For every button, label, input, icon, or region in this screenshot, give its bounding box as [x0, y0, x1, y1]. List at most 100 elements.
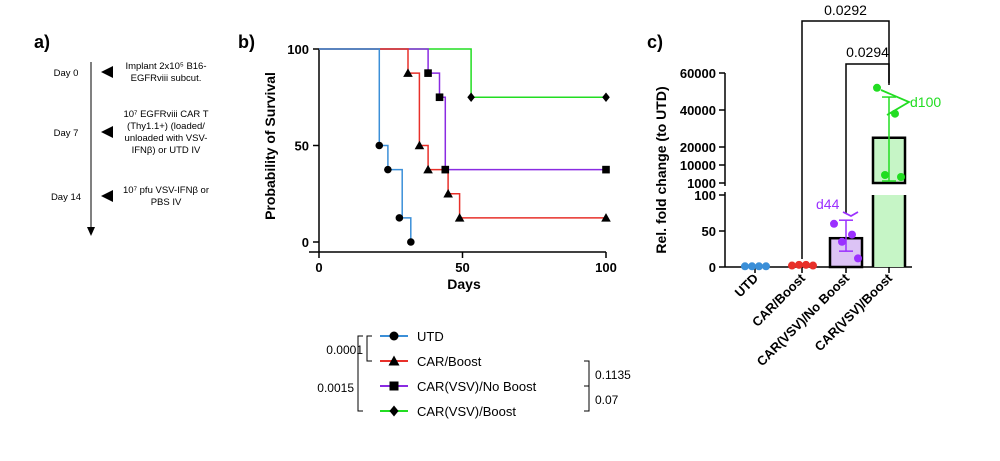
survival-y-tick-label: 50 [295, 139, 309, 154]
legend-marker [388, 355, 400, 366]
fold-change-data-point [788, 261, 796, 270]
survival-y-tick-label: 100 [287, 42, 309, 57]
survival-series-line [319, 48, 412, 242]
survival-series-marker [467, 92, 475, 103]
fold-change-data-point [848, 230, 856, 239]
panel-label-c: c) [647, 32, 663, 52]
panel-label-b: b) [238, 32, 255, 52]
legend-comparison-bracket [584, 360, 590, 387]
day-annotation: d44 [816, 196, 840, 212]
fold-change-tick-label: 100 [694, 188, 716, 203]
legend-entry: CAR(VSV)/No Boost [417, 379, 537, 394]
fold-change-y-label: Rel. fold change (to UTD) [653, 86, 669, 253]
fold-change-data-point [795, 260, 803, 269]
fold-change-category-label: UTD [732, 271, 761, 300]
legend-comparison-bracket [357, 335, 363, 412]
timeline-event-text: (Thy1.1+) (loaded/ [127, 121, 205, 132]
fold-change-bar [873, 195, 905, 267]
legend-marker [389, 331, 399, 341]
legend-comparison-bracket [366, 335, 372, 362]
significance-p-value: 0.0294 [846, 44, 889, 60]
fold-change-bar-edge [871, 195, 907, 267]
fold-change-data-point [809, 261, 817, 270]
significance-bracket [845, 63, 890, 213]
significance-p-value: 0.0292 [824, 2, 867, 18]
timeline-event-text: 10⁷ EGFRviii CAR T [123, 109, 208, 120]
fold-change-tick-label: 0 [709, 260, 716, 275]
survival-x-label: Days [447, 276, 481, 292]
survival-chart: Probability of Survival Days 0 50 100 0 50 10… [262, 42, 631, 419]
legend-entry: CAR(VSV)/Boost [417, 404, 516, 419]
survival-series-marker [601, 213, 611, 222]
survival-series-line [319, 48, 606, 99]
legend-entry: UTD [417, 329, 444, 344]
timeline-day-label: Day 0 [54, 68, 79, 79]
fold-change-tick-label: 50 [702, 224, 716, 239]
legend-p-value: 0.07 [595, 393, 619, 407]
fold-change-data-point [741, 262, 749, 271]
survival-series-marker [375, 141, 384, 150]
day-annotation-leader [880, 89, 911, 116]
fold-change-data-point [854, 254, 862, 263]
survival-series-line [319, 48, 606, 171]
legend-entry: CAR/Boost [417, 354, 482, 369]
legend-marker [389, 405, 399, 417]
survival-series-marker [454, 213, 465, 222]
timeline-event-text: IFNβ) or UTD IV [132, 145, 201, 156]
fold-change-tick-label: 1000 [687, 176, 716, 191]
fold-change-tick-label: 20000 [680, 140, 716, 155]
timeline-event-text: Implant 2x10⁵ B16- [125, 61, 206, 72]
survival-series-marker [441, 165, 450, 174]
panel-label-a: a) [34, 32, 50, 52]
survival-series-marker [407, 238, 415, 246]
fold-change-data-point [881, 171, 889, 179]
survival-y-label: Probability of Survival [262, 72, 278, 220]
significance-bracket [801, 20, 890, 259]
survival-series-marker [435, 93, 444, 102]
timeline-pointer-icon [101, 126, 113, 138]
survival-series-marker [443, 188, 453, 198]
fold-change-data-point [755, 262, 763, 271]
survival-series-marker [602, 165, 610, 174]
fold-change-data-point [830, 219, 838, 228]
timeline-event-text: 10⁷ pfu VSV-IFNβ or [123, 185, 209, 196]
survival-series-marker [395, 214, 404, 222]
fold-change-data-point [873, 83, 881, 92]
timeline-pointer-icon [101, 66, 113, 78]
timeline-event-text: EGFRviii subcut. [131, 73, 202, 84]
fold-change-tick-label: 40000 [680, 103, 716, 118]
survival-series-marker [424, 69, 432, 77]
survival-x-tick-label: 100 [595, 260, 617, 275]
legend-p-value: 0.0001 [326, 343, 363, 357]
timeline-event-text: PBS IV [151, 197, 182, 208]
timeline-event-text: unloaded with VSV- [125, 133, 208, 144]
legend-comparison-bracket [584, 385, 590, 412]
survival-series-marker [414, 140, 425, 150]
timeline-panel: Day 0 Implant 2x10⁵ B16-EGFRviii subcut. D… [51, 61, 209, 236]
survival-series-marker [602, 92, 610, 103]
survival-x-tick-label: 0 [315, 260, 322, 275]
day-annotation: d100 [910, 94, 941, 110]
fold-change-tick-label: 60000 [680, 66, 716, 81]
survival-series-marker [384, 165, 392, 174]
fold-change-data-point [838, 237, 846, 246]
survival-series-line [319, 48, 606, 219]
survival-x-tick-label: 50 [455, 260, 469, 275]
timeline-day-label: Day 7 [54, 128, 79, 139]
legend-marker [389, 381, 399, 391]
day-annotation-leader [842, 211, 859, 218]
fold-change-data-point [802, 260, 810, 269]
survival-y-tick-label: 0 [302, 235, 309, 250]
timeline-arrowhead [87, 227, 95, 236]
survival-series-marker [403, 68, 413, 77]
legend-p-value: 0.1135 [595, 368, 631, 382]
fold-change-data-point [897, 173, 905, 181]
fold-change-category-label: CAR(VSV)/Boost [811, 270, 895, 354]
fold-change-tick-label: 10000 [680, 158, 716, 173]
fold-change-data-point [748, 262, 756, 271]
timeline-pointer-icon [101, 190, 113, 202]
timeline-day-label: Day 14 [51, 192, 81, 203]
survival-series-marker [423, 164, 433, 174]
